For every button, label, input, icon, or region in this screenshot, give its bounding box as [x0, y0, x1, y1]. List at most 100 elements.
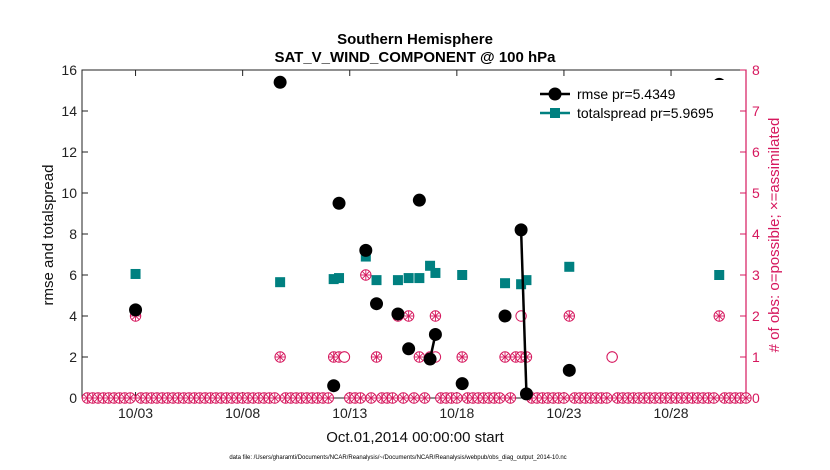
- rmse-point: [370, 297, 384, 311]
- legend: rmse pr=5.4349 totalspread pr=5.9695: [530, 80, 740, 124]
- totalspread-point: [457, 270, 468, 280]
- x-tick-label: 10/08: [225, 405, 260, 421]
- totalspread-point: [392, 275, 403, 286]
- rmse-point: [391, 307, 405, 321]
- totalspread-point: [403, 273, 414, 284]
- data-file-footnote: data file: /Users/gharamti/Documents/NCA…: [229, 455, 566, 461]
- rmse-point: [412, 193, 426, 207]
- obs-assimilated-marker: [558, 392, 570, 404]
- obs-marker-circle: [338, 351, 351, 363]
- obs-marker-cross: [270, 394, 279, 402]
- rmse-point: [359, 243, 373, 257]
- obs-assimilated-marker: [360, 269, 372, 281]
- totalspread-point: [425, 260, 436, 271]
- totalspread-point: [414, 273, 425, 284]
- y-tick-label-left: 8: [69, 226, 77, 242]
- obs-marker-cross: [404, 312, 413, 320]
- y-tick-label-left: 16: [61, 62, 77, 78]
- obs-marker-cross: [431, 312, 440, 320]
- y-tick-label-left: 6: [69, 267, 77, 283]
- obs-assimilated-marker: [274, 351, 286, 363]
- y-tick-label-right: 6: [752, 144, 760, 160]
- obs-assimilated-marker: [429, 310, 442, 322]
- y-tick-label-left: 2: [69, 349, 77, 365]
- totalspread-point: [516, 279, 527, 290]
- y-tick-label-left: 14: [61, 103, 77, 119]
- x-tick-label: 10/23: [546, 405, 581, 421]
- rmse-point: [514, 223, 528, 237]
- obs-assimilated-marker: [124, 392, 136, 404]
- obs-assimilated-marker: [402, 310, 415, 322]
- obs-marker-cross: [565, 312, 574, 320]
- totalspread-point: [430, 267, 441, 278]
- obs-marker-cross: [458, 353, 467, 361]
- rmse-line: [519, 229, 528, 394]
- obs-assimilated-marker: [419, 392, 431, 404]
- obs-assimilated-marker: [713, 310, 725, 322]
- obs-possible-marker: [338, 351, 351, 363]
- y-axis-label-right: # of obs: o=possible; ×=assimilated: [766, 118, 783, 353]
- totalspread-point: [371, 275, 382, 286]
- obs-marker-cross: [560, 394, 568, 402]
- rmse-point: [332, 196, 346, 210]
- obs-possible-marker: [606, 351, 618, 363]
- obs-assimilated-marker: [269, 392, 281, 404]
- legend-box: [530, 80, 740, 124]
- obs-marker-cross: [276, 353, 285, 361]
- y-axis-label-left: rmse and totalspread: [40, 165, 57, 306]
- obs-assimilated-marker: [451, 392, 463, 404]
- obs-marker-cross: [356, 394, 365, 402]
- obs-marker-cross: [506, 394, 515, 402]
- x-tick-label: 10/03: [118, 405, 153, 421]
- y-tick-label-right: 8: [752, 62, 760, 78]
- obs-assimilated-marker: [397, 392, 409, 404]
- y-tick-label-left: 10: [61, 185, 77, 201]
- obs-assimilated-marker: [365, 392, 377, 404]
- obs-marker-cross: [709, 394, 718, 402]
- y-tick-label-right: 3: [752, 267, 760, 283]
- obs-marker-cross: [126, 394, 135, 402]
- legend-totalspread-label: totalspread pr=5.9695: [577, 105, 714, 121]
- obs-assimilated-marker: [354, 392, 367, 404]
- y-tick-label-left: 4: [69, 308, 77, 324]
- y-tick-label-right: 7: [752, 103, 760, 119]
- totalspread-point: [714, 270, 725, 280]
- totalspread-point: [328, 274, 339, 285]
- obs-marker-cross: [410, 394, 418, 402]
- totalspread-point: [334, 273, 345, 284]
- obs-assimilated-marker: [740, 392, 752, 404]
- x-tick-label: 10/28: [654, 405, 689, 421]
- legend-rmse-label: rmse pr=5.4349: [577, 86, 676, 102]
- obs-marker-cross: [415, 353, 424, 361]
- legend-totalspread-marker: [550, 108, 560, 118]
- obs-assimilated-marker: [322, 392, 335, 404]
- obs-marker-cross: [367, 394, 376, 402]
- y-tick-label-right: 2: [752, 308, 760, 324]
- totalspread-point: [500, 278, 511, 289]
- obs-marker-cross: [420, 394, 429, 402]
- obs-assimilated-marker: [408, 392, 420, 404]
- rmse-point: [428, 327, 442, 341]
- rmse-point: [327, 379, 341, 393]
- obs-marker-cross: [361, 271, 370, 279]
- obs-marker-cross: [501, 353, 509, 361]
- obs-assimilated-marker: [499, 351, 511, 363]
- x-tick-label: 10/18: [439, 405, 474, 421]
- rmse-point: [562, 363, 576, 377]
- obs-assimilated-marker: [504, 392, 517, 404]
- x-tick-label: 10/13: [332, 405, 367, 421]
- obs-marker-cross: [388, 394, 397, 402]
- totalspread-point: [564, 261, 575, 272]
- obs-marker-cross: [399, 394, 408, 402]
- obs-assimilated-marker: [456, 351, 468, 363]
- obs-assimilated-marker: [708, 392, 720, 404]
- rmse-point: [273, 75, 287, 89]
- obs-assimilated-marker: [601, 392, 613, 404]
- totalspread-point: [521, 275, 532, 286]
- rmse-point: [423, 352, 437, 366]
- obs-marker-cross: [715, 312, 724, 320]
- chart-title-line-1: Southern Hemisphere: [337, 31, 493, 48]
- obs-assimilated-marker: [386, 392, 399, 404]
